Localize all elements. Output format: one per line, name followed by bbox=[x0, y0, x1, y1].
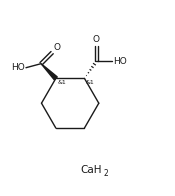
Polygon shape bbox=[41, 64, 57, 80]
Text: HO: HO bbox=[113, 57, 127, 66]
Text: HO: HO bbox=[11, 63, 25, 72]
Text: &1: &1 bbox=[58, 80, 67, 85]
Text: 2: 2 bbox=[104, 169, 109, 178]
Text: O: O bbox=[92, 35, 99, 44]
Text: &1: &1 bbox=[85, 81, 94, 85]
Text: O: O bbox=[54, 43, 61, 52]
Text: CaH: CaH bbox=[80, 165, 102, 175]
